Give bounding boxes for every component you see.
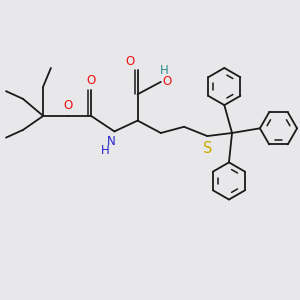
Text: O: O	[63, 99, 73, 112]
Text: H: H	[160, 64, 169, 77]
Text: N: N	[107, 134, 116, 148]
Text: H: H	[101, 144, 110, 157]
Text: O: O	[125, 55, 134, 68]
Text: O: O	[163, 75, 172, 88]
Text: O: O	[86, 74, 96, 87]
Text: S: S	[203, 141, 213, 156]
